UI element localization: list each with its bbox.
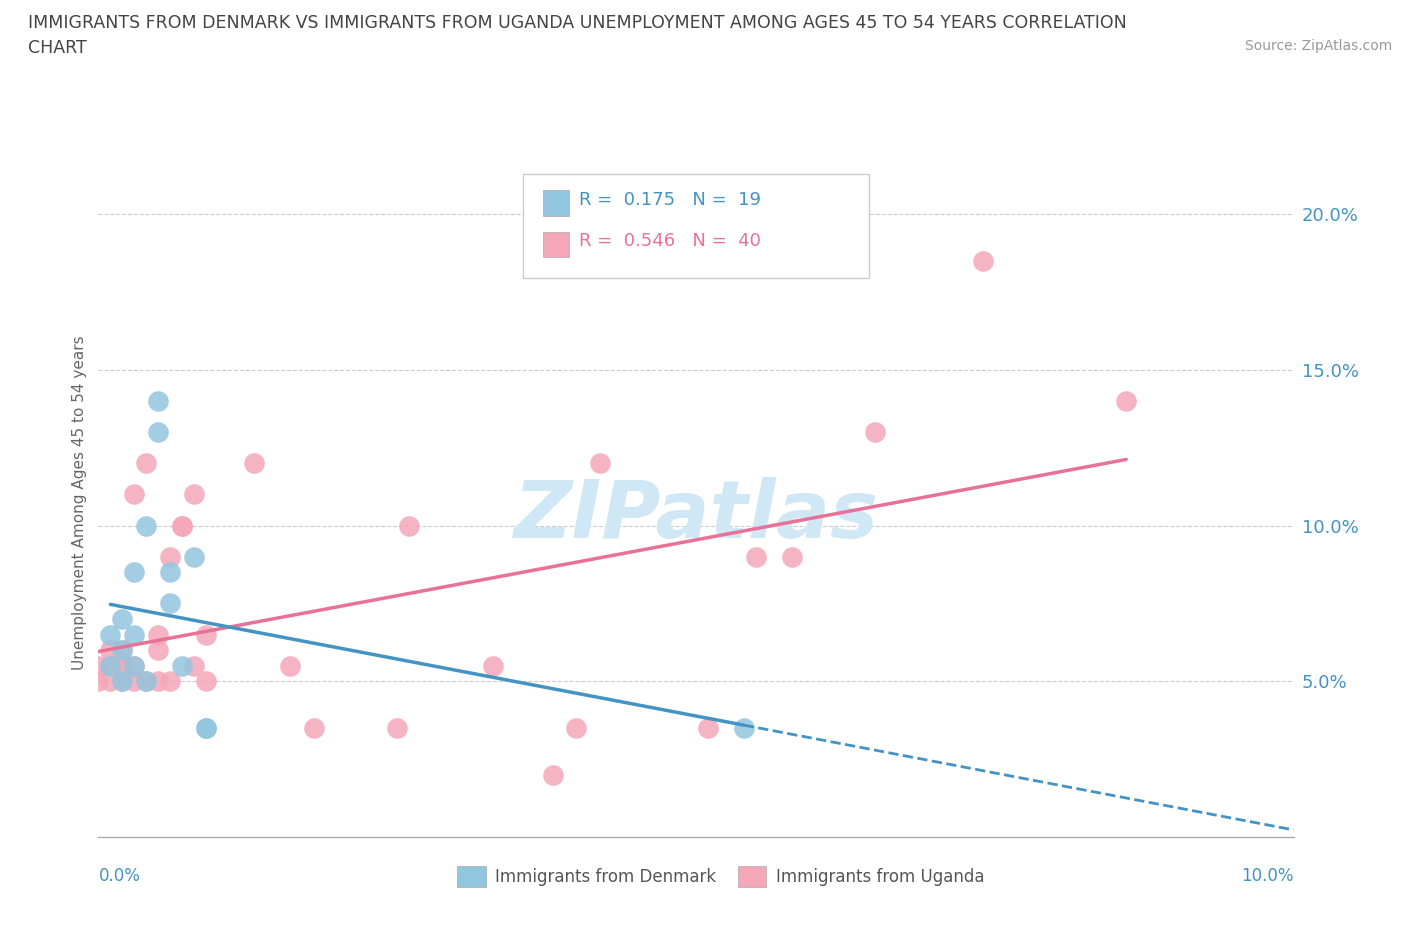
Point bbox=[124, 487, 146, 502]
Point bbox=[398, 518, 420, 533]
Point bbox=[183, 550, 205, 565]
Point bbox=[194, 627, 218, 642]
Point bbox=[124, 565, 146, 579]
Point bbox=[172, 518, 194, 533]
Point bbox=[1115, 393, 1137, 408]
Text: Immigrants from Denmark: Immigrants from Denmark bbox=[495, 868, 716, 885]
Point bbox=[148, 425, 170, 440]
Point bbox=[745, 550, 768, 565]
Point bbox=[302, 721, 325, 736]
Point bbox=[697, 721, 720, 736]
Point bbox=[733, 721, 755, 736]
Point bbox=[194, 674, 218, 689]
Text: R =  0.546   N =  40: R = 0.546 N = 40 bbox=[579, 232, 761, 250]
Point bbox=[194, 721, 218, 736]
Point bbox=[111, 643, 134, 658]
Point bbox=[541, 767, 564, 782]
Point bbox=[278, 658, 301, 673]
Point bbox=[111, 643, 134, 658]
FancyBboxPatch shape bbox=[523, 174, 869, 278]
Point bbox=[972, 253, 994, 268]
Text: Source: ZipAtlas.com: Source: ZipAtlas.com bbox=[1244, 39, 1392, 53]
Point bbox=[87, 674, 110, 689]
Point bbox=[194, 721, 218, 736]
Point bbox=[124, 658, 146, 673]
Bar bbox=[738, 866, 766, 887]
Point bbox=[135, 674, 157, 689]
Point bbox=[148, 393, 170, 408]
Text: ZIPatlas: ZIPatlas bbox=[513, 476, 879, 554]
Text: 0.0%: 0.0% bbox=[98, 867, 141, 885]
Text: 10.0%: 10.0% bbox=[1241, 867, 1294, 885]
Point bbox=[135, 456, 157, 471]
Point bbox=[385, 721, 409, 736]
Point bbox=[98, 643, 122, 658]
Point bbox=[159, 596, 181, 611]
Text: R =  0.175   N =  19: R = 0.175 N = 19 bbox=[579, 191, 761, 208]
Point bbox=[172, 518, 194, 533]
Point bbox=[159, 674, 181, 689]
Point bbox=[124, 658, 146, 673]
Point bbox=[111, 612, 134, 627]
Y-axis label: Unemployment Among Ages 45 to 54 years: Unemployment Among Ages 45 to 54 years bbox=[72, 335, 87, 670]
Point bbox=[98, 658, 122, 673]
Point bbox=[111, 658, 134, 673]
Point bbox=[111, 674, 134, 689]
Text: Immigrants from Uganda: Immigrants from Uganda bbox=[776, 868, 984, 885]
Point bbox=[135, 518, 157, 533]
Point bbox=[148, 674, 170, 689]
Point bbox=[124, 627, 146, 642]
Point bbox=[481, 658, 505, 673]
Point bbox=[183, 658, 205, 673]
Point bbox=[111, 674, 134, 689]
Point bbox=[159, 565, 181, 579]
Bar bbox=[457, 866, 485, 887]
Point bbox=[148, 627, 170, 642]
Point bbox=[183, 487, 205, 502]
Point bbox=[87, 658, 110, 673]
Point bbox=[565, 721, 588, 736]
Point bbox=[98, 658, 122, 673]
Point bbox=[111, 658, 134, 673]
Point bbox=[780, 550, 803, 565]
Point bbox=[172, 658, 194, 673]
Point bbox=[589, 456, 612, 471]
Bar bbox=[543, 190, 569, 216]
Point bbox=[98, 627, 122, 642]
Point bbox=[865, 425, 887, 440]
Point bbox=[135, 674, 157, 689]
Point bbox=[148, 643, 170, 658]
Point bbox=[124, 674, 146, 689]
Text: CHART: CHART bbox=[28, 39, 87, 57]
Point bbox=[243, 456, 266, 471]
Point bbox=[98, 674, 122, 689]
Point bbox=[159, 550, 181, 565]
Bar bbox=[543, 232, 569, 257]
Text: IMMIGRANTS FROM DENMARK VS IMMIGRANTS FROM UGANDA UNEMPLOYMENT AMONG AGES 45 TO : IMMIGRANTS FROM DENMARK VS IMMIGRANTS FR… bbox=[28, 14, 1126, 32]
